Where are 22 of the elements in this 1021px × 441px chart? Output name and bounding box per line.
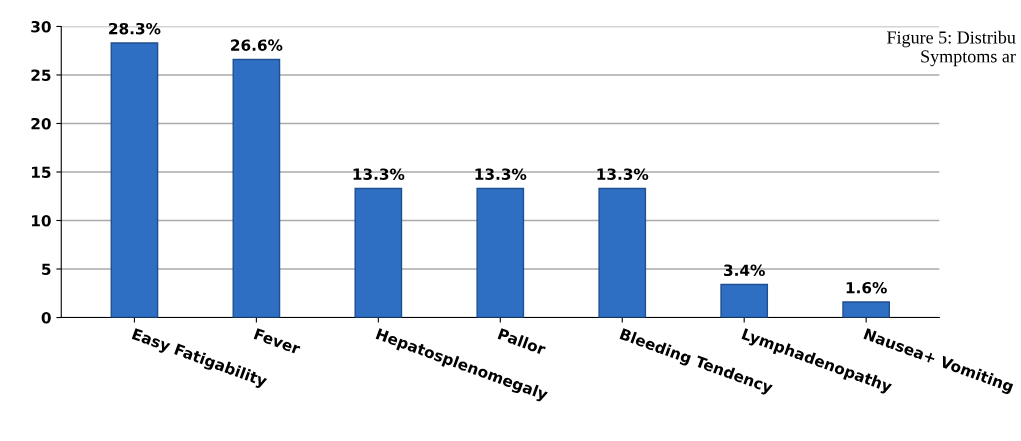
y-tick-label: 25 bbox=[31, 69, 51, 81]
annotation: Figure 5: Distribu Symptoms ar bbox=[887, 30, 1016, 67]
bar bbox=[110, 42, 159, 318]
y-tick-label: 10 bbox=[32, 214, 51, 227]
y-tick-label: 5 bbox=[42, 263, 51, 276]
data-label: 3.4% bbox=[724, 264, 765, 277]
y-tick-label: 0 bbox=[41, 311, 51, 324]
bar bbox=[232, 58, 281, 318]
data-label: 1.6% bbox=[846, 281, 887, 294]
bar bbox=[354, 187, 403, 318]
bar bbox=[720, 283, 769, 318]
data-label: 13.3% bbox=[597, 168, 649, 180]
data-label: 28.3% bbox=[109, 22, 161, 35]
y-tick-label: 30 bbox=[31, 20, 51, 33]
y-tick-label: 15 bbox=[32, 166, 51, 179]
y-tick-label: 20 bbox=[31, 117, 51, 130]
data-label: 13.3% bbox=[475, 168, 527, 180]
data-label: 13.3% bbox=[353, 168, 405, 180]
bar bbox=[842, 301, 891, 318]
data-label: 26.6% bbox=[231, 39, 283, 51]
bar bbox=[598, 187, 647, 318]
bar bbox=[476, 187, 525, 318]
